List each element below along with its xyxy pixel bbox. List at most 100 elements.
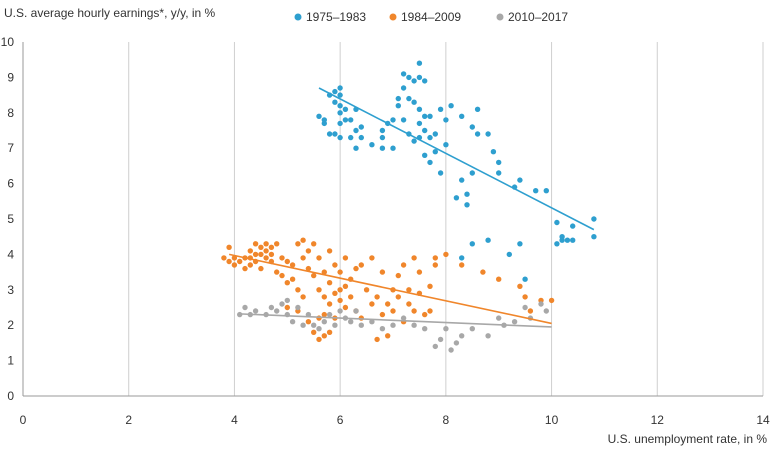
data-point	[353, 127, 359, 134]
y-tick-label: 10	[1, 35, 15, 49]
data-point	[411, 99, 417, 105]
data-point	[459, 255, 465, 261]
legend-marker	[389, 13, 397, 21]
legend-label: 1984–2009	[401, 10, 461, 24]
data-point	[369, 301, 375, 307]
data-point	[268, 251, 275, 258]
data-point	[527, 308, 534, 314]
data-point	[522, 294, 528, 300]
data-point	[258, 244, 264, 250]
gridlines	[128, 42, 764, 396]
data-point	[268, 304, 275, 311]
data-point	[300, 322, 306, 328]
data-point	[374, 294, 380, 300]
data-point	[332, 99, 338, 105]
data-point	[295, 287, 301, 293]
data-point	[342, 117, 349, 123]
data-point	[469, 170, 475, 176]
data-point	[332, 88, 338, 95]
data-point	[316, 326, 322, 332]
data-point	[369, 319, 375, 325]
data-point	[337, 103, 343, 109]
data-point	[379, 145, 386, 151]
legend-marker	[294, 13, 302, 21]
data-point	[411, 78, 417, 84]
data-point	[263, 248, 269, 254]
data-point	[305, 265, 312, 272]
data-point	[390, 308, 396, 314]
data-point	[274, 241, 280, 247]
data-point	[390, 322, 396, 328]
data-point	[496, 159, 502, 166]
data-point	[406, 95, 412, 102]
y-tick-label: 7	[7, 141, 14, 155]
data-point	[416, 120, 423, 127]
data-point	[252, 308, 259, 314]
data-point	[517, 283, 523, 289]
data-point	[395, 95, 401, 102]
data-points	[221, 60, 597, 353]
data-point	[337, 120, 343, 127]
data-point	[247, 262, 253, 268]
data-point	[337, 92, 343, 98]
data-point	[395, 294, 401, 300]
legend: 1975–1983 1984–2009 2010–2017	[294, 10, 568, 24]
data-point	[548, 297, 555, 304]
data-point	[406, 301, 412, 307]
data-point	[485, 237, 491, 243]
legend-marker	[496, 13, 504, 21]
data-point	[358, 322, 364, 328]
data-point	[533, 188, 539, 194]
data-point	[485, 131, 491, 137]
data-point	[263, 241, 269, 247]
data-point	[480, 269, 486, 275]
data-point	[353, 145, 359, 151]
data-point	[432, 255, 438, 261]
data-point	[422, 152, 428, 158]
data-point	[316, 315, 322, 321]
y-tick-label: 2	[7, 318, 14, 332]
data-point	[326, 248, 333, 254]
data-point	[437, 336, 444, 343]
data-point	[448, 103, 454, 109]
data-point	[443, 326, 449, 332]
data-point	[432, 149, 438, 155]
data-point	[326, 311, 333, 318]
data-point	[496, 170, 502, 176]
data-point	[400, 262, 407, 268]
data-point	[311, 322, 317, 328]
data-point	[459, 262, 465, 268]
data-point	[559, 234, 565, 240]
x-tick-label: 6	[337, 413, 344, 427]
data-point	[242, 265, 248, 272]
data-point	[570, 223, 576, 229]
data-point	[437, 106, 444, 113]
data-point	[274, 308, 280, 314]
data-point	[337, 269, 343, 275]
data-point	[506, 251, 512, 258]
trend-line	[228, 253, 552, 325]
data-point	[432, 131, 438, 137]
data-point	[543, 188, 549, 194]
data-point	[321, 269, 327, 275]
data-point	[385, 301, 391, 307]
data-point	[342, 255, 349, 261]
data-point	[316, 287, 322, 293]
data-point	[279, 301, 285, 307]
data-point	[496, 315, 502, 321]
data-point	[517, 177, 523, 183]
data-point	[379, 269, 386, 275]
data-point	[279, 272, 285, 279]
data-point	[348, 134, 354, 141]
data-point	[443, 251, 449, 258]
data-point	[411, 308, 417, 314]
data-point	[332, 290, 338, 296]
legend-label: 2010–2017	[508, 10, 568, 24]
data-point	[358, 134, 364, 141]
data-point	[300, 294, 306, 300]
data-point	[284, 280, 290, 286]
data-point	[289, 319, 296, 325]
